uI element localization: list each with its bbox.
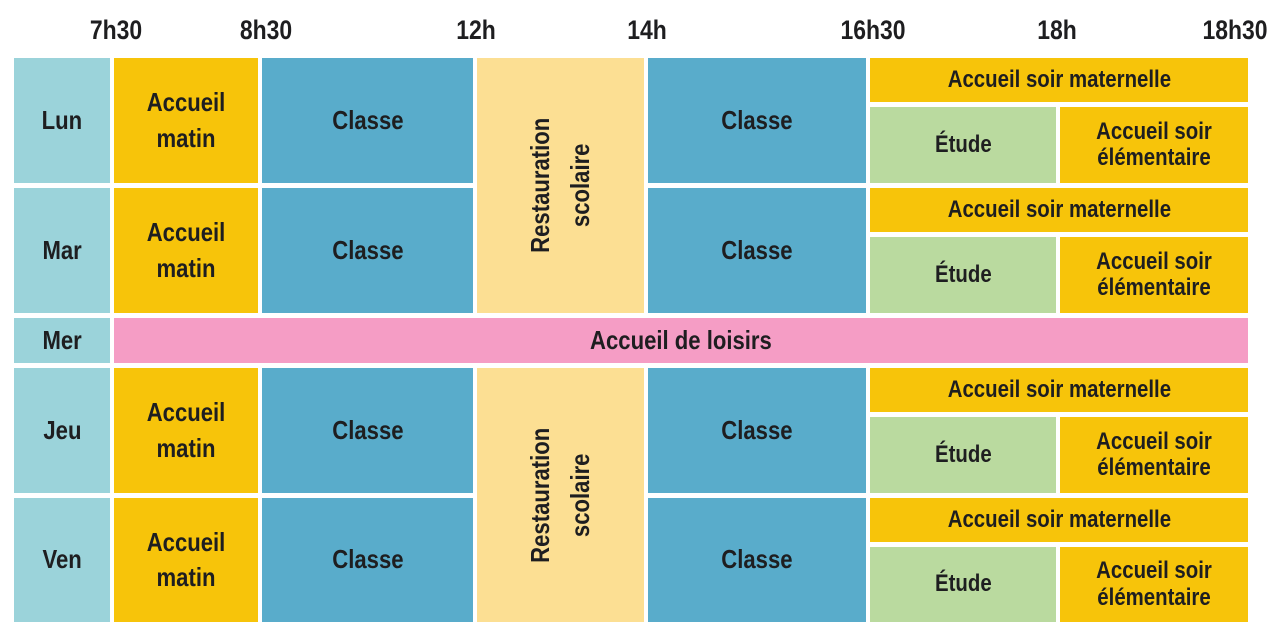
block-label: Accueil soir maternelle (947, 65, 1171, 93)
block-label: Classe (721, 234, 793, 265)
ven-accueil-soir-maternelle-block: Accueil soir maternelle (870, 498, 1248, 542)
mar-classe-am-block: Classe (262, 188, 473, 313)
block-label: Classe (721, 414, 793, 445)
jeu-classe-pm-block: Classe (648, 368, 866, 493)
schedule-grid: Lun Accueil matin Classe Restauration sc… (14, 58, 1248, 622)
time-label-18h30: 18h30 (1202, 15, 1268, 45)
block-label-vertical: Restauration scolaire (525, 427, 596, 563)
block-label: Étude (934, 260, 992, 288)
block-label-vertical: Restauration scolaire (525, 117, 596, 254)
mar-evening-area: Accueil soir maternelle Étude Accueil so… (870, 188, 1248, 313)
mar-accueil-matin-block: Accueil matin (114, 188, 258, 313)
lun-evening-area: Accueil soir maternelle Étude Accueil so… (870, 58, 1248, 183)
block-label: Accueil soir maternelle (947, 375, 1171, 403)
day-label: Lun (41, 104, 83, 135)
block-label: Classe (331, 234, 404, 265)
ven-accueil-soir-elementaire-block: Accueil soir élémentaire (1060, 547, 1248, 622)
jeu-accueil-soir-maternelle-block: Accueil soir maternelle (870, 368, 1248, 412)
jeu-etude-block: Étude (870, 417, 1056, 493)
block-label: Accueil soir maternelle (947, 195, 1171, 223)
day-cell-mar: Mar (14, 188, 110, 313)
block-label: Étude (934, 570, 992, 598)
jeu-classe-am-block: Classe (262, 368, 473, 493)
day-label: Mer (42, 324, 82, 355)
block-label: Étude (934, 130, 992, 158)
block-label: Classe (331, 104, 404, 135)
day-label: Ven (42, 544, 82, 575)
lun-etude-block: Étude (870, 107, 1056, 183)
ven-etude-block: Étude (870, 547, 1056, 622)
day-label: Jeu (42, 414, 82, 445)
block-label: Accueil matin (146, 217, 226, 283)
lun-accueil-soir-elementaire-block: Accueil soir élémentaire (1060, 107, 1248, 183)
block-label: Accueil soir maternelle (947, 505, 1171, 533)
ven-classe-pm-block: Classe (648, 498, 866, 622)
mar-accueil-soir-maternelle-block: Accueil soir maternelle (870, 188, 1248, 232)
block-label: Accueil de loisirs (590, 324, 772, 355)
block-label: Étude (934, 440, 992, 468)
time-label-8h30: 8h30 (239, 15, 293, 45)
block-label: Accueil matin (146, 87, 226, 153)
block-label: Accueil matin (146, 397, 226, 463)
block-label: Accueil matin (146, 526, 226, 592)
lun-accueil-soir-maternelle-block: Accueil soir maternelle (870, 58, 1248, 102)
day-cell-jeu: Jeu (14, 368, 110, 493)
day-cell-mer: Mer (14, 318, 110, 363)
lun-mar-restauration-block: Restauration scolaire (477, 58, 644, 313)
ven-evening-area: Accueil soir maternelle Étude Accueil so… (870, 498, 1248, 622)
mer-accueil-de-loisirs-block: Accueil de loisirs (114, 318, 1248, 363)
ven-classe-am-block: Classe (262, 498, 473, 622)
ven-accueil-matin-block: Accueil matin (114, 498, 258, 622)
block-label: Classe (331, 414, 404, 445)
block-label: Classe (721, 544, 793, 575)
time-label-14h: 14h (627, 15, 667, 45)
lun-classe-pm-block: Classe (648, 58, 866, 183)
time-axis: 7h30 8h30 12h 14h 16h30 18h 18h30 (0, 0, 1280, 56)
block-label: Classe (331, 544, 404, 575)
time-label-16h30: 16h30 (840, 15, 906, 45)
block-label: Accueil soir élémentaire (1096, 247, 1212, 301)
day-cell-lun: Lun (14, 58, 110, 183)
time-label-7h30: 7h30 (89, 15, 143, 45)
lun-classe-am-block: Classe (262, 58, 473, 183)
block-label: Classe (721, 104, 793, 135)
mar-classe-pm-block: Classe (648, 188, 866, 313)
jeu-accueil-matin-block: Accueil matin (114, 368, 258, 493)
jeu-ven-restauration-block: Restauration scolaire (477, 368, 644, 622)
day-cell-ven: Ven (14, 498, 110, 622)
mar-etude-block: Étude (870, 237, 1056, 313)
block-label: Accueil soir élémentaire (1096, 557, 1212, 611)
jeu-accueil-soir-elementaire-block: Accueil soir élémentaire (1060, 417, 1248, 493)
block-label: Accueil soir élémentaire (1096, 427, 1212, 481)
jeu-evening-area: Accueil soir maternelle Étude Accueil so… (870, 368, 1248, 493)
day-label: Mar (42, 234, 82, 265)
time-label-12h: 12h (456, 15, 496, 45)
time-label-18h: 18h (1037, 15, 1077, 45)
mar-accueil-soir-elementaire-block: Accueil soir élémentaire (1060, 237, 1248, 313)
lun-accueil-matin-block: Accueil matin (114, 58, 258, 183)
block-label: Accueil soir élémentaire (1096, 117, 1212, 171)
